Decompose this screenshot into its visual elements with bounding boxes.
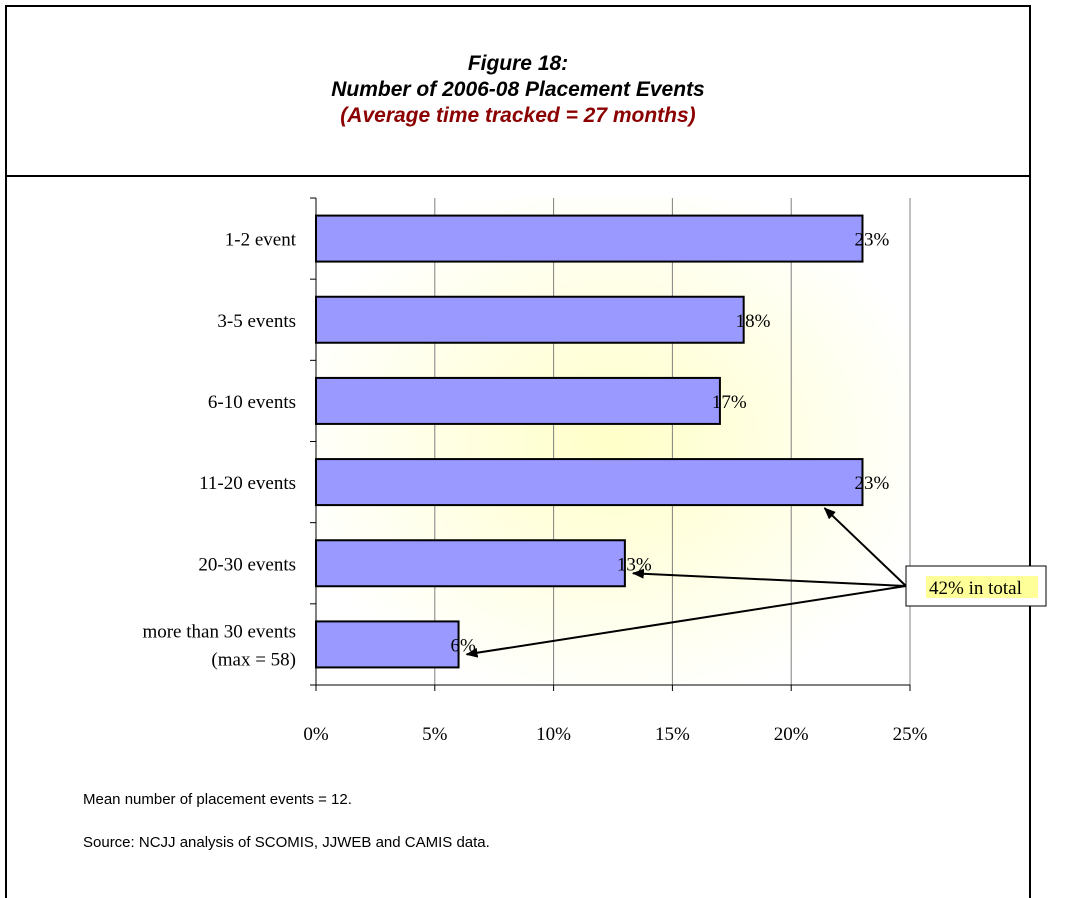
bar	[315, 620, 460, 669]
figure-number: Figure 18:	[467, 52, 569, 75]
figure-title: Number of 2006-08 Placement Events	[331, 78, 705, 101]
figure-header: Figure 18: Number of 2006-08 Placement E…	[5, 5, 1031, 177]
category-label: (max = 58)	[211, 649, 296, 670]
category-label: 1-2 event	[225, 230, 297, 251]
figure-frame	[5, 5, 1031, 898]
footnote-source: Source: NCJJ analysis of SCOMIS, JJWEB a…	[83, 834, 490, 851]
category-label: more than 30 events	[142, 621, 296, 642]
data-label: 17%	[712, 392, 747, 413]
x-tick-label: 25%	[893, 724, 928, 745]
category-label: 20-30 events	[198, 554, 296, 575]
category-label: 3-5 events	[217, 311, 296, 332]
annotation-text: 42% in total	[929, 578, 1022, 599]
plot-area	[316, 198, 910, 685]
bar	[315, 458, 864, 507]
bar	[315, 376, 721, 425]
x-tick-label: 10%	[536, 724, 571, 745]
annotation-arrow	[823, 507, 907, 587]
category-label: 11-20 events	[199, 473, 296, 494]
x-tick-label: 15%	[655, 724, 690, 745]
footnote-mean: Mean number of placement events = 12.	[83, 791, 352, 808]
x-tick-label: 5%	[422, 724, 448, 745]
annotation-arrow	[465, 585, 907, 658]
data-label: 23%	[854, 230, 889, 251]
bar	[315, 214, 864, 263]
annotation-highlight	[926, 576, 1038, 598]
data-label: 13%	[617, 554, 652, 575]
data-label: 18%	[736, 311, 771, 332]
annotation-arrow	[631, 568, 907, 587]
bar	[315, 295, 745, 344]
category-label: 6-10 events	[208, 392, 296, 413]
figure-subtitle: (Average time tracked = 27 months)	[340, 104, 696, 127]
bar	[315, 539, 626, 588]
x-tick-label: 0%	[303, 724, 329, 745]
data-label: 23%	[854, 473, 889, 494]
x-tick-label: 20%	[774, 724, 809, 745]
